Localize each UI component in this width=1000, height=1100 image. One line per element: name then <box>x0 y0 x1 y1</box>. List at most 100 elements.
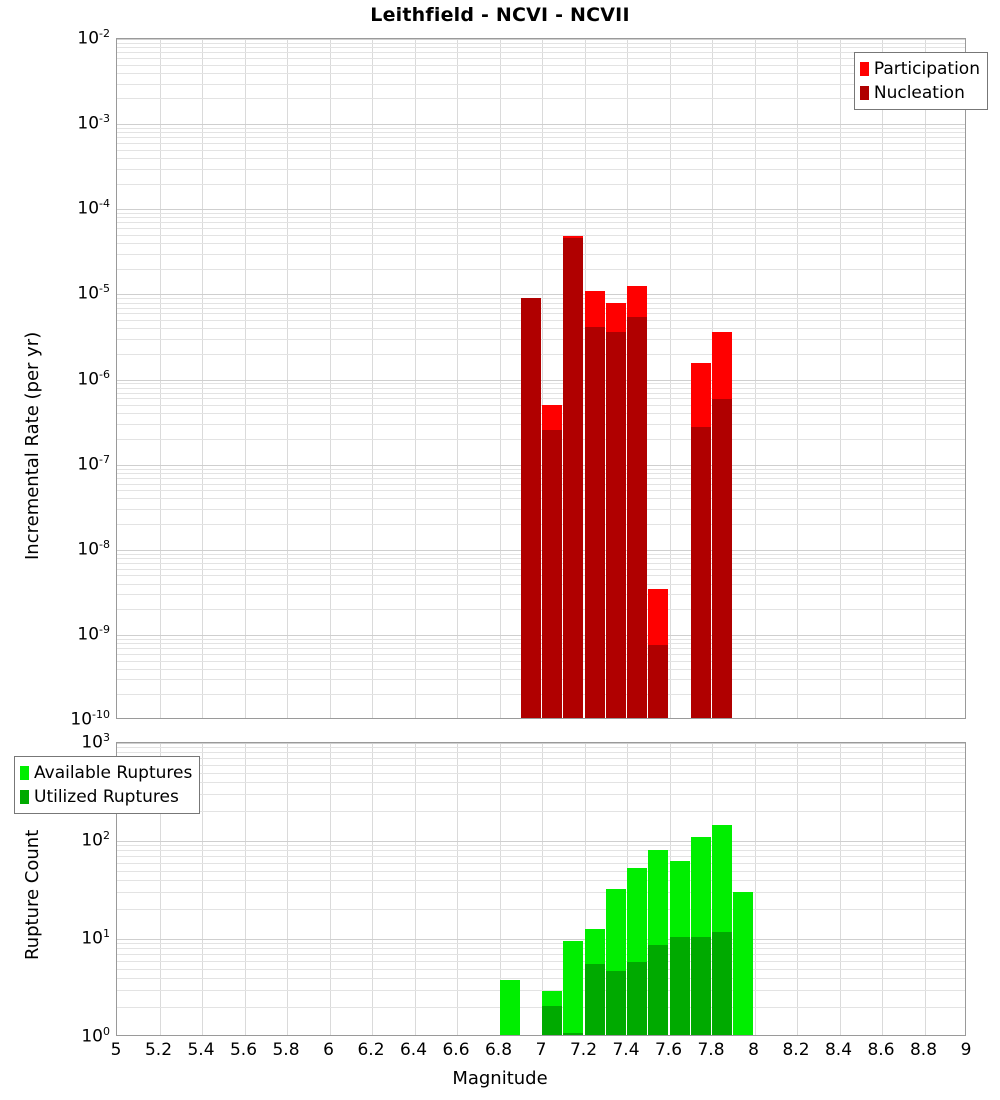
horizontal-gridline <box>117 354 965 355</box>
horizontal-gridline <box>117 584 965 585</box>
bar-segment-utilized-ruptures <box>648 944 669 1035</box>
horizontal-gridline <box>117 465 965 466</box>
vertical-gridline <box>287 39 288 718</box>
x-axis-label: Magnitude <box>452 1068 548 1089</box>
horizontal-gridline <box>117 856 965 857</box>
legend-item-nucleation: Nucleation <box>859 81 980 105</box>
horizontal-gridline <box>117 235 965 236</box>
horizontal-gridline <box>117 213 965 214</box>
vertical-gridline <box>287 743 288 1035</box>
horizontal-gridline <box>117 871 965 872</box>
rate-plot-area <box>116 38 966 719</box>
horizontal-gridline <box>117 184 965 185</box>
y-tick-label: 101 <box>81 927 110 949</box>
bar <box>499 743 520 1035</box>
horizontal-gridline <box>117 969 965 970</box>
bar <box>542 39 563 718</box>
x-tick-label: 5 <box>110 1040 122 1060</box>
bar-segment-available-ruptures <box>499 980 520 1035</box>
horizontal-gridline <box>117 52 965 53</box>
horizontal-gridline <box>117 98 965 99</box>
horizontal-gridline <box>117 124 965 125</box>
horizontal-gridline <box>117 863 965 864</box>
bar-segment-utilized-ruptures <box>542 1005 563 1035</box>
bar-segment-utilized-ruptures <box>669 937 690 1035</box>
bar <box>563 39 584 718</box>
y-tick-label: 10-9 <box>77 622 110 645</box>
bar-segment-nucleation <box>605 332 626 718</box>
y-tick-label: 102 <box>81 829 110 851</box>
available-ruptures-color-swatch <box>20 766 29 780</box>
horizontal-gridline <box>117 743 965 744</box>
horizontal-gridline <box>117 943 965 944</box>
horizontal-gridline <box>117 339 965 340</box>
x-tick-label: 7.6 <box>654 1040 683 1060</box>
bar-segment-nucleation <box>520 297 541 718</box>
vertical-gridline <box>924 743 926 1035</box>
vertical-gridline <box>669 39 671 718</box>
y-tick-label: 10-10 <box>70 708 110 730</box>
horizontal-gridline <box>117 498 965 499</box>
horizontal-gridline <box>117 150 965 151</box>
horizontal-gridline <box>117 569 965 570</box>
vertical-gridline <box>372 39 373 718</box>
horizontal-gridline <box>117 439 965 440</box>
horizontal-gridline <box>117 298 965 299</box>
horizontal-gridline <box>117 639 965 640</box>
x-tick-label: 7.4 <box>612 1040 640 1060</box>
horizontal-gridline <box>117 209 965 210</box>
horizontal-gridline <box>117 841 965 842</box>
horizontal-gridline <box>117 524 965 525</box>
vertical-gridline <box>542 39 543 718</box>
horizontal-gridline <box>117 158 965 159</box>
bar-segment-utilized-ruptures <box>627 961 648 1035</box>
horizontal-gridline <box>117 575 965 576</box>
horizontal-gridline <box>117 679 965 680</box>
legend-label-participation: Participation <box>873 58 980 79</box>
x-axis-ticks: 5 5.2 5.4 5.6 5.8 6 6.2 6.4 6.6 6.8 7 7.2 7.4 7.6 7.8 8… <box>111 1040 972 1064</box>
horizontal-gridline <box>117 413 965 414</box>
vertical-gridline <box>499 39 501 718</box>
horizontal-gridline <box>117 43 965 44</box>
horizontal-gridline <box>117 635 965 636</box>
bar <box>648 39 669 718</box>
x-tick-label: 5.8 <box>272 1040 300 1060</box>
x-tick-label: 6.6 <box>442 1040 470 1060</box>
horizontal-gridline <box>117 58 965 59</box>
legend-item-utilized-ruptures: Utilized Ruptures <box>20 785 192 809</box>
horizontal-gridline <box>117 243 965 244</box>
horizontal-gridline <box>117 39 965 40</box>
y-tick-label: 10-7 <box>77 452 110 475</box>
bar-segment-nucleation <box>563 238 584 718</box>
vertical-gridline <box>797 743 798 1035</box>
bar-segment-available-ruptures <box>733 891 754 1035</box>
horizontal-gridline <box>117 747 965 748</box>
horizontal-gridline <box>117 550 965 551</box>
page-title: Leithfield - NCVI - NCVII <box>370 4 630 26</box>
vertical-gridline <box>457 39 458 718</box>
vertical-gridline <box>882 743 883 1035</box>
legend-label-available-ruptures: Available Ruptures <box>34 762 193 783</box>
vertical-gridline <box>414 39 416 718</box>
nucleation-color-swatch <box>859 86 869 100</box>
y-tick-label: 10-5 <box>77 282 110 305</box>
x-tick-label: 6 <box>323 1040 334 1060</box>
horizontal-gridline <box>117 563 965 564</box>
horizontal-gridline <box>117 909 965 910</box>
rate-y-axis-ticks: 10-2 10-3 10-4 10-5 10-6 10-7 10-8 10-9 10-10 <box>48 28 110 728</box>
rate-legend: Participation Nucleation <box>853 52 988 110</box>
vertical-gridline <box>754 743 756 1035</box>
x-tick-label: 9 <box>960 1040 972 1060</box>
horizontal-gridline <box>117 254 965 255</box>
horizontal-gridline <box>117 1007 965 1008</box>
horizontal-gridline <box>117 393 965 394</box>
horizontal-gridline <box>117 484 965 485</box>
vertical-gridline <box>244 39 246 718</box>
x-tick-label: 8.8 <box>909 1040 938 1060</box>
horizontal-gridline <box>117 169 965 170</box>
x-tick-label: 8.2 <box>782 1040 810 1060</box>
horizontal-gridline <box>117 811 965 812</box>
count-plot-area <box>116 742 966 1036</box>
horizontal-gridline <box>117 303 965 304</box>
y-tick-label: 10-2 <box>77 27 110 49</box>
